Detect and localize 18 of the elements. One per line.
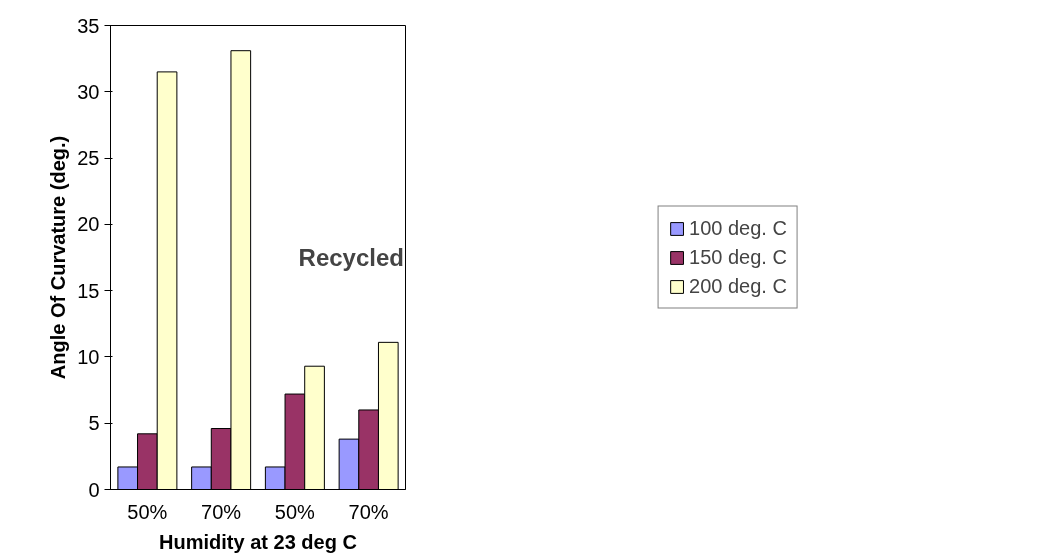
y-tick-label: 20 bbox=[77, 213, 100, 236]
legend-label: 100 deg. C bbox=[689, 216, 787, 240]
y-tick-label: 5 bbox=[88, 412, 100, 435]
y-tick-label: 30 bbox=[77, 80, 100, 103]
legend-label: 200 deg. C bbox=[689, 274, 787, 298]
y-tick-label: 35 bbox=[77, 14, 100, 37]
x-axis-title: Humidity at 23 deg C bbox=[159, 530, 357, 553]
y-tick-label: 10 bbox=[77, 345, 100, 368]
x-tick-label: 50% bbox=[127, 500, 168, 523]
y-axis-title: Angle Of Curvature (deg.) bbox=[47, 135, 70, 380]
x-tick-label: 70% bbox=[201, 500, 242, 523]
y-tick-label: 0 bbox=[88, 478, 100, 501]
legend-label: 150 deg. C bbox=[689, 245, 787, 269]
x-tick-label: 50% bbox=[274, 500, 316, 523]
annotation: Recycled bbox=[298, 243, 404, 271]
y-tick-label: 25 bbox=[77, 147, 100, 170]
x-tick-label: 70% bbox=[348, 500, 389, 523]
y-tick-label: 15 bbox=[77, 279, 100, 302]
